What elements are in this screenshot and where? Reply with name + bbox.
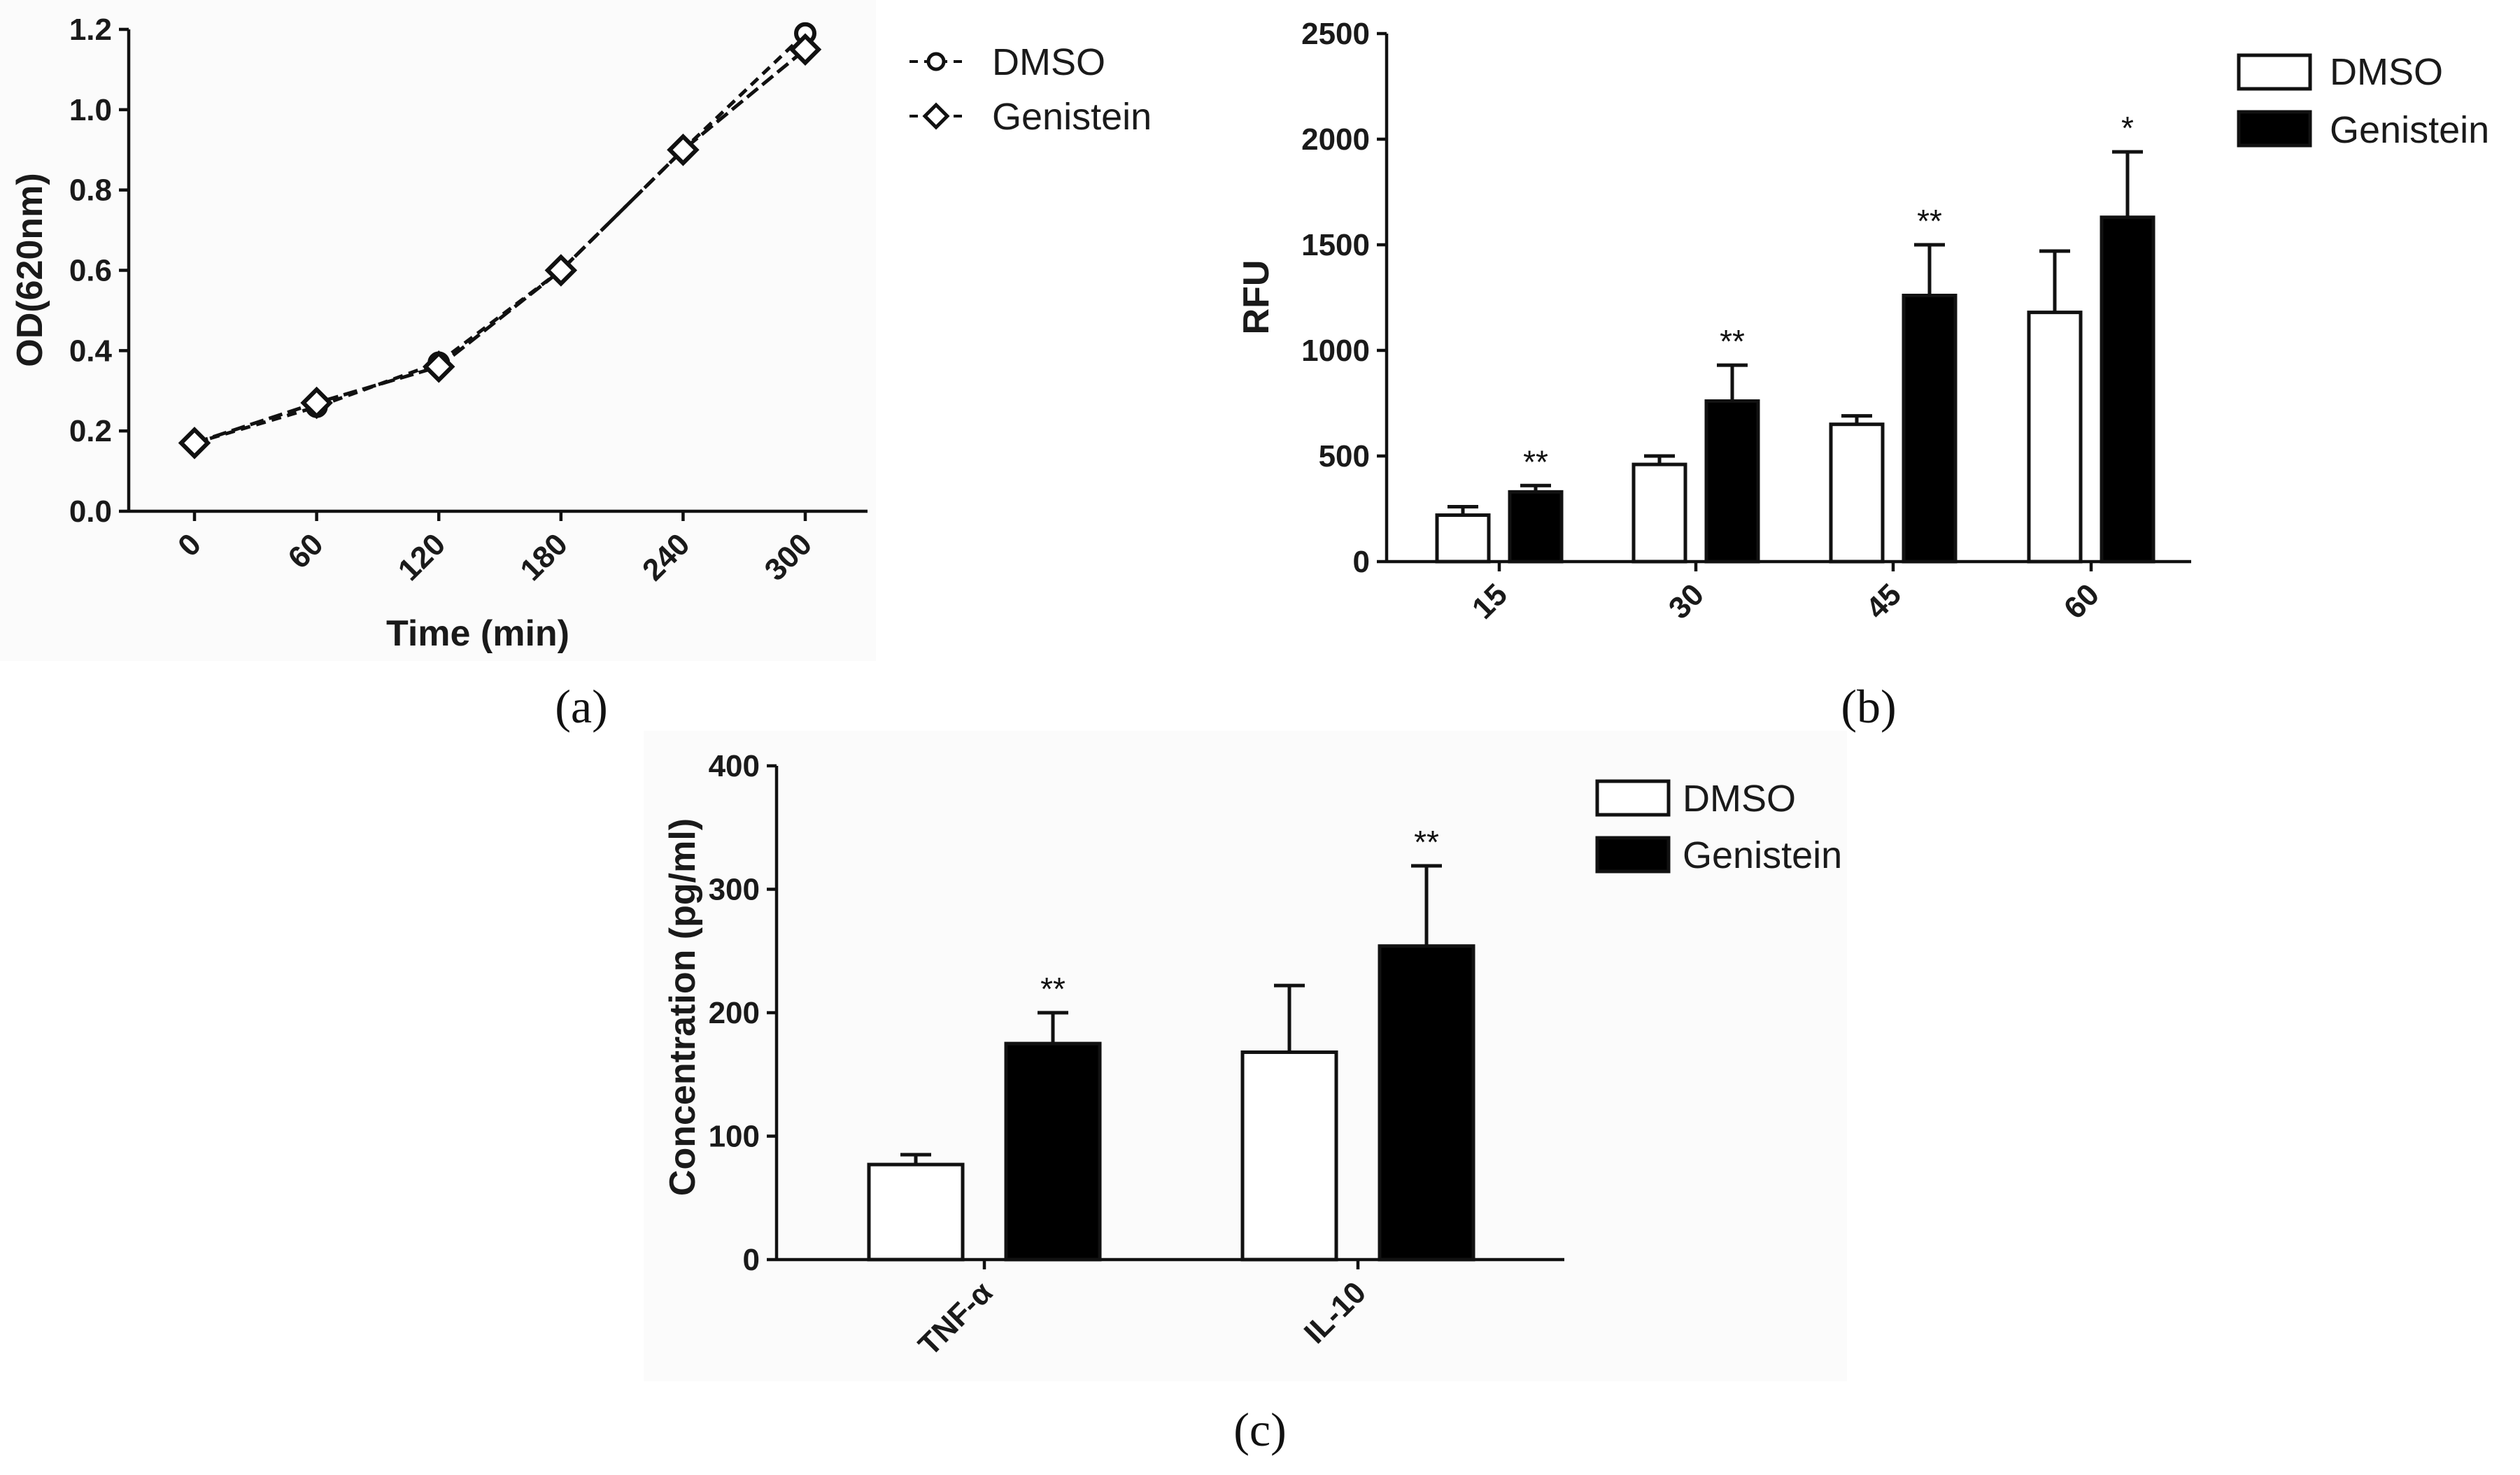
chart-c-legend: DMSO Genistein xyxy=(1595,778,1842,876)
chart-a-point-genistein xyxy=(178,427,211,459)
chart-c-bar-dmso xyxy=(867,1162,965,1262)
chart-b-bar-genistein xyxy=(2100,215,2156,564)
chart-c-bar-dmso xyxy=(1240,1050,1338,1262)
chart-a-legend-genistein: Genistein xyxy=(992,96,1152,138)
chart-b-significance-label: ** xyxy=(1917,203,1942,239)
chart-b-bar-dmso xyxy=(1631,462,1687,564)
chart-a-panel-label: (a) xyxy=(555,680,607,733)
chart-c-y-tick-label: 300 xyxy=(709,873,760,907)
chart-c-bar-genistein xyxy=(1004,1041,1102,1262)
chart-c-legend-genistein: Genistein xyxy=(1683,834,1842,876)
chart-b-bar-genistein xyxy=(1902,293,1958,564)
chart-a-y-tick-label: 0.4 xyxy=(69,334,113,368)
chart-c-panel-label: (c) xyxy=(1233,1403,1286,1456)
chart-a-point-genistein xyxy=(667,134,700,166)
chart-a-y-tick-label: 0.6 xyxy=(69,254,112,288)
chart-b-y-tick-label: 1000 xyxy=(1301,334,1370,368)
chart-a-x-label: Time (min) xyxy=(386,613,569,654)
chart-c-significance-label: ** xyxy=(1040,971,1066,1007)
chart-b-significance-label: * xyxy=(2121,110,2134,146)
chart-a-legend: DMSO Genistein xyxy=(909,41,1152,138)
chart-a-y-tick-label: 1.2 xyxy=(69,13,112,47)
chart-a-y-tick-label: 0.0 xyxy=(69,494,112,529)
chart-a-series-dmso-line xyxy=(194,31,807,445)
chart-a-y-label: OD(620nm) xyxy=(10,173,50,366)
chart-b-legend: DMSO Genistein xyxy=(2237,51,2489,151)
chart-a-legend-dmso: DMSO xyxy=(992,41,1105,83)
chart-b-bar-genistein xyxy=(1508,490,1564,564)
chart-a-point-genistein xyxy=(422,350,455,383)
chart-b-panel-label: (b) xyxy=(1841,680,1896,733)
chart-c-y-tick-label: 100 xyxy=(709,1120,760,1154)
chart-a-series-genistein-line xyxy=(194,48,807,445)
chart-b-significance-label: ** xyxy=(1523,443,1548,480)
chart-b-y-tick-label: 0 xyxy=(1353,545,1370,579)
chart-b-y-tick-label: 500 xyxy=(1319,439,1370,473)
chart-b-y-label: RFU xyxy=(1236,260,1277,335)
chart-b-significance-label: ** xyxy=(1720,323,1745,359)
chart-c-y-label: Concentration (pg/ml) xyxy=(663,818,703,1196)
chart-a-point-genistein xyxy=(788,33,822,66)
chart-c-y-tick-label: 0 xyxy=(743,1243,760,1277)
chart-b-y-tick-label: 2500 xyxy=(1301,17,1370,51)
chart-a-point-genistein xyxy=(300,386,333,420)
chart-c-bar-genistein xyxy=(1378,944,1475,1262)
chart-b-legend-dmso: DMSO xyxy=(2330,51,2443,93)
chart-a-y-tick-label: 1.0 xyxy=(69,93,112,127)
chart-b-legend-genistein: Genistein xyxy=(2330,109,2489,151)
chart-b-bar-dmso xyxy=(2027,311,2083,564)
chart-b-bar-dmso xyxy=(1829,422,1885,564)
chart-a-point-genistein xyxy=(544,254,578,287)
chart-c-y-tick-label: 200 xyxy=(709,996,760,1030)
chart-a-y-tick-label: 0.2 xyxy=(69,414,112,448)
chart-c-legend-dmso: DMSO xyxy=(1683,778,1796,820)
chart-b-bar-dmso xyxy=(1435,513,1491,564)
chart-b-bar-genistein xyxy=(1704,399,1760,564)
chart-c-y-tick-label: 400 xyxy=(709,749,760,783)
chart-b-y-tick-label: 2000 xyxy=(1301,122,1370,157)
chart-c-significance-label: ** xyxy=(1414,824,1439,860)
chart-a-y-tick-label: 0.8 xyxy=(69,173,112,208)
chart-b-y-tick-label: 1500 xyxy=(1301,228,1370,262)
